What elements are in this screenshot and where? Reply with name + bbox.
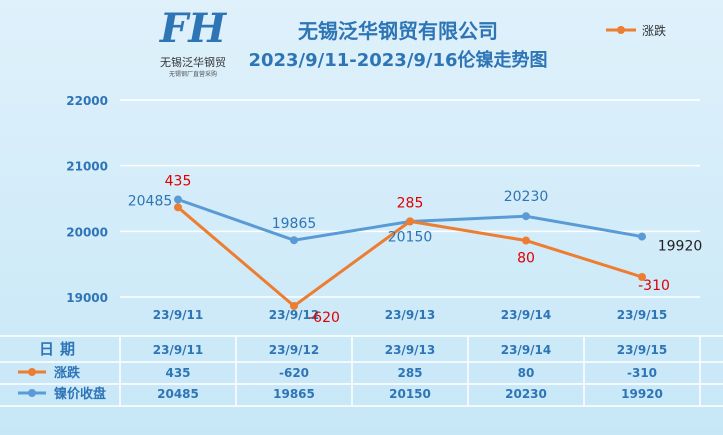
y-tick-label: 19000 bbox=[66, 291, 108, 305]
data-table: 日期 涨跌 镍价收盘 23/9/11 23/9/12 23/9/13 23/9/14 2… bbox=[0, 335, 723, 407]
close-data-label: 20485 bbox=[128, 193, 173, 209]
table-close-cell: 20485 bbox=[157, 387, 199, 401]
close-point bbox=[174, 195, 182, 204]
close-point bbox=[522, 212, 530, 221]
chart-title: 2023/9/11-2023/9/16伦镍走势图 bbox=[248, 49, 547, 71]
table-change-cell: 435 bbox=[165, 366, 190, 380]
table-close-key-marker bbox=[28, 389, 36, 397]
table-change-cell: -310 bbox=[627, 366, 657, 380]
table-close-cell: 19865 bbox=[273, 387, 315, 401]
close-data-label: 20150 bbox=[388, 229, 433, 245]
table-change-cell: 285 bbox=[397, 366, 422, 380]
table-date-cell: 23/9/15 bbox=[617, 343, 668, 357]
data-labels: 20485 19865 20150 20230 19920 435 -620 285 80 -31… bbox=[128, 173, 703, 326]
logo-tagline: 无锡钢厂直营采购 bbox=[169, 70, 217, 78]
logo: FH 无锡泛华钢贸 无锡钢厂直营采购 bbox=[159, 5, 227, 78]
x-axis-ticks: 23/9/11 23/9/12 23/9/13 23/9/14 23/9/15 bbox=[153, 308, 668, 322]
series-points bbox=[174, 195, 646, 310]
close-data-label: 19865 bbox=[272, 216, 317, 232]
x-tick-label: 23/9/11 bbox=[153, 308, 204, 322]
legend-label: 涨跌 bbox=[642, 23, 666, 38]
logo-mark: FH bbox=[159, 5, 227, 52]
logo-name: 无锡泛华钢贸 bbox=[160, 55, 226, 69]
legend-marker bbox=[617, 26, 625, 34]
change-data-label: -310 bbox=[638, 278, 670, 294]
table-date-cell: 23/9/12 bbox=[269, 343, 320, 357]
close-point bbox=[290, 236, 298, 245]
table-row-close-label: 镍价收盘 bbox=[54, 386, 106, 402]
change-point bbox=[522, 236, 530, 245]
x-tick-label: 23/9/15 bbox=[617, 308, 668, 322]
company-title: 无锡泛华钢贸有限公司 bbox=[298, 19, 498, 43]
change-point bbox=[638, 272, 646, 281]
change-point bbox=[174, 203, 182, 212]
close-data-label: 20230 bbox=[504, 189, 549, 205]
table-grid bbox=[0, 335, 723, 407]
y-tick-label: 22000 bbox=[66, 94, 108, 108]
change-data-label: -620 bbox=[308, 310, 340, 326]
table-close-cell: 20230 bbox=[505, 387, 547, 401]
legend: 涨跌 bbox=[606, 23, 666, 38]
change-point bbox=[406, 217, 414, 226]
table-date-cell: 23/9/14 bbox=[501, 343, 552, 357]
change-data-label: 285 bbox=[397, 195, 424, 211]
table-date-cell: 23/9/13 bbox=[385, 343, 436, 357]
x-tick-label: 23/9/12 bbox=[269, 308, 320, 322]
table-close-cell: 20150 bbox=[389, 387, 431, 401]
close-data-label: 19920 bbox=[658, 239, 703, 255]
table-change-key-marker bbox=[28, 368, 36, 376]
change-point bbox=[290, 301, 298, 310]
close-point bbox=[638, 232, 646, 241]
series-lines bbox=[177, 198, 643, 308]
y-axis-ticks: 19000 20000 21000 22000 bbox=[66, 94, 108, 305]
y-tick-label: 21000 bbox=[66, 160, 108, 174]
table-row-change-label: 涨跌 bbox=[53, 365, 81, 381]
x-tick-label: 23/9/13 bbox=[385, 308, 436, 322]
table-change-cell: 80 bbox=[518, 366, 535, 380]
table-cells: 23/9/11 23/9/12 23/9/13 23/9/14 23/9/15 435 -6… bbox=[153, 343, 668, 401]
table-header-label: 日期 bbox=[39, 340, 81, 358]
x-tick-label: 23/9/14 bbox=[501, 308, 552, 322]
table-date-cell: 23/9/11 bbox=[153, 343, 204, 357]
table-close-cell: 19920 bbox=[621, 387, 663, 401]
table-change-cell: -620 bbox=[279, 366, 309, 380]
change-data-label: 435 bbox=[165, 173, 192, 189]
grid bbox=[120, 99, 700, 298]
y-tick-label: 20000 bbox=[66, 225, 108, 239]
change-data-label: 80 bbox=[517, 251, 535, 267]
